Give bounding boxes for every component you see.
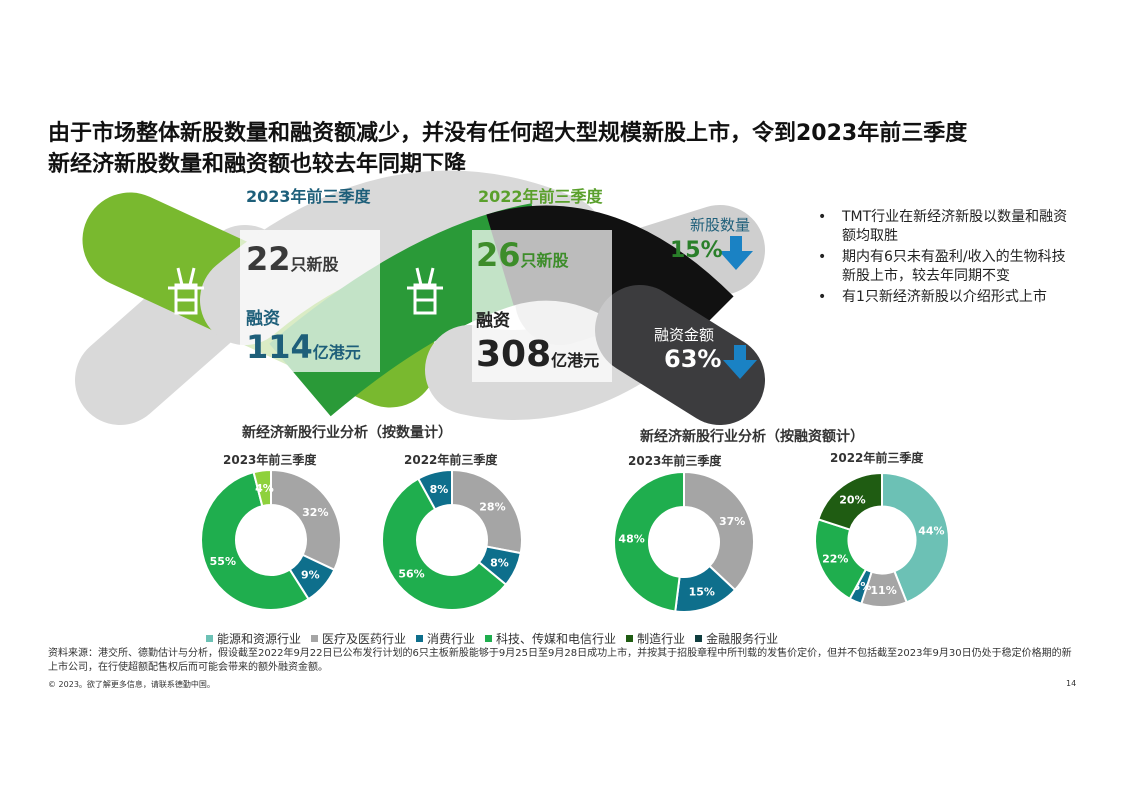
donut-3-title: 2023年前三季度 xyxy=(628,454,722,468)
source-note: 资料来源：港交所、德勤估计与分析，假设截至2022年9月22日已公布发行计划的6… xyxy=(48,648,1072,673)
donut-slice xyxy=(613,470,685,613)
fund-2022-value: 308 xyxy=(476,334,552,375)
section-title-amount: 新经济新股行业分析（按融资额计） xyxy=(640,429,864,445)
change-fund-label: 融资金额 xyxy=(654,326,715,344)
legend-swatch xyxy=(416,635,424,642)
fund-2022: 308亿港元 xyxy=(476,334,599,375)
donut-slice xyxy=(451,468,523,555)
donut-slice-label: 48% xyxy=(618,533,644,546)
donut-slice-label: 11% xyxy=(870,584,896,597)
donut-slice xyxy=(270,468,342,572)
legend-item: 消费行业 xyxy=(416,630,475,647)
donut-chart-count-2023: 32% 9% 55% 4% xyxy=(200,468,342,611)
legend-label: 消费行业 xyxy=(427,632,476,646)
donut-slice-label: 20% xyxy=(839,493,865,506)
arrow-down-icon-fund xyxy=(723,345,757,379)
legend-swatch xyxy=(485,635,493,642)
donut-slice-label: 55% xyxy=(210,555,236,568)
donut-slice xyxy=(416,468,453,511)
donut-slice xyxy=(200,470,310,611)
ipo-count-2023-value: 22 xyxy=(246,240,291,278)
legend-item: 科技、传媒和电信行业 xyxy=(485,630,616,647)
fund-label-2023: 融资 xyxy=(246,309,280,329)
bullet-item: 有1只新经济新股以介绍形式上市 xyxy=(818,288,1068,307)
donut-slice-label: 56% xyxy=(398,567,424,580)
magic-hat-icon xyxy=(168,267,204,315)
donut-slice-label: 32% xyxy=(302,506,328,519)
fund-2023-unit: 亿港元 xyxy=(312,343,361,362)
chart-legend: 能源和资源行业 医疗及医药行业 消费行业 科技、传媒和电信行业 制造行业 金融服务行业 xyxy=(206,630,788,647)
donut-slice xyxy=(881,471,950,604)
label-2023: 2023年前三季度 xyxy=(246,187,371,206)
ipo-count-2023: 22只新股 xyxy=(246,240,339,278)
donut-slice xyxy=(381,477,508,611)
donut-slice-label: 37% xyxy=(719,515,745,528)
donut-slice-label: 22% xyxy=(822,552,848,565)
section-title-count: 新经济新股行业分析（按数量计） xyxy=(242,425,452,441)
title-line-2: 新经济新股数量和融资额也较去年同期下降 xyxy=(48,152,467,177)
donut-slice xyxy=(252,468,272,508)
donut-1-title: 2023年前三季度 xyxy=(223,453,317,467)
title-line-1: 由于市场整体新股数量和融资额减少，并没有任何超大型规模新股上市，令到2023年前… xyxy=(48,121,968,146)
bullet-item: 期内有6只未有盈利/收入的生物科技新股上市，较去年同期不变 xyxy=(818,248,1068,286)
donut-slice-label: 28% xyxy=(479,501,505,514)
bullet-item: TMT行业在新经济新股以数量和融资额均取胜 xyxy=(818,208,1068,246)
donut-slice-label: 15% xyxy=(689,585,715,598)
ipo-count-2022-value: 26 xyxy=(476,236,521,274)
legend-swatch xyxy=(206,635,213,642)
change-fund-pct: 63% xyxy=(664,345,722,373)
ipo-count-2022-unit: 只新股 xyxy=(520,251,569,270)
legend-label: 医疗及医药行业 xyxy=(322,632,407,646)
change-count-pct: 15% xyxy=(670,238,723,263)
fund-2022-unit: 亿港元 xyxy=(551,351,600,370)
fund-2023-value: 114 xyxy=(246,328,313,366)
donut-slice-label: 8% xyxy=(430,483,449,496)
donut-4-title: 2022年前三季度 xyxy=(830,451,924,465)
ipo-count-2023-unit: 只新股 xyxy=(290,255,339,274)
legend-swatch xyxy=(695,635,703,642)
legend-label: 科技、传媒和电信行业 xyxy=(496,632,617,646)
change-count-label: 新股数量 xyxy=(690,216,751,234)
ipo-count-2022: 26只新股 xyxy=(476,236,569,274)
legend-swatch xyxy=(311,635,319,642)
page-title: 由于市场整体新股数量和融资额减少，并没有任何超大型规模新股上市，令到2023年前… xyxy=(48,118,1088,180)
fund-2023: 114亿港元 xyxy=(246,328,361,366)
donut-slice xyxy=(683,470,755,592)
box-2022 xyxy=(472,230,612,382)
donut-2-title: 2022年前三季度 xyxy=(404,453,498,467)
donut-slice-label: 4% xyxy=(255,482,274,495)
legend-item: 制造行业 xyxy=(626,630,685,647)
donut-slice-label: 8% xyxy=(490,556,509,569)
magic-hat-icon-2022 xyxy=(407,267,443,315)
legend-label: 制造行业 xyxy=(637,632,686,646)
donut-chart-amount-2023: 37% 15% 48% xyxy=(613,470,755,613)
legend-item: 金融服务行业 xyxy=(695,630,778,647)
legend-item: 医疗及医药行业 xyxy=(311,630,406,647)
legend-swatch xyxy=(626,635,634,642)
fund-label-2022: 融资 xyxy=(476,311,510,331)
donut-slice-label: 9% xyxy=(301,569,320,582)
arrow-down-icon xyxy=(719,236,753,270)
donut-chart-amount-2022: 44%11%3%22%20% xyxy=(814,471,950,608)
dark-band-tail xyxy=(595,285,765,425)
donut-chart-count-2022: 28% 8% 56% 8% xyxy=(381,468,523,611)
copyright: © 2023。欲了解更多信息，请联系德勤中国。 xyxy=(48,680,215,689)
box-2023 xyxy=(240,230,380,372)
donut-slice-label: 44% xyxy=(918,525,944,538)
label-2022: 2022年前三季度 xyxy=(478,187,603,206)
bullet-list: TMT行业在新经济新股以数量和融资额均取胜 期内有6只未有盈利/收入的生物科技新… xyxy=(818,208,1068,309)
legend-item: 能源和资源行业 xyxy=(206,630,301,647)
page-number: 14 xyxy=(1066,679,1077,688)
legend-label: 能源和资源行业 xyxy=(217,632,302,646)
legend-label: 金融服务行业 xyxy=(706,632,779,646)
donut-slice xyxy=(817,471,883,531)
